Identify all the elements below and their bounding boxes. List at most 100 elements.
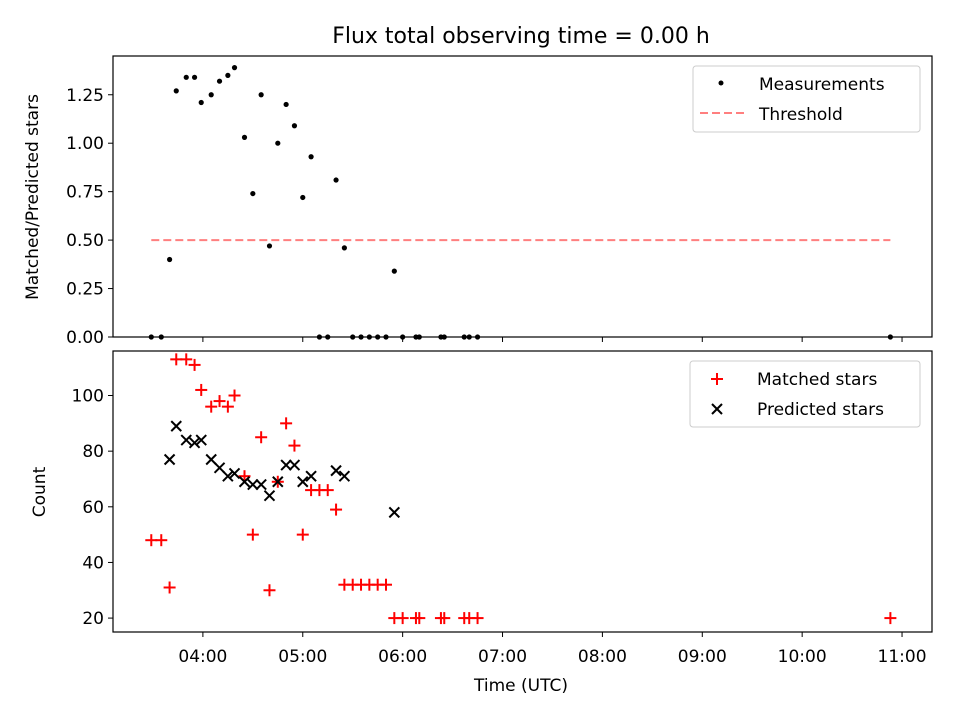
x-tick-label: 08:00 bbox=[578, 647, 627, 667]
x-axis-label: Time (UTC) bbox=[473, 676, 568, 696]
y-tick-label: 0.25 bbox=[66, 280, 104, 300]
y-tick-label: 60 bbox=[82, 498, 104, 518]
predicted-star-point bbox=[280, 459, 292, 471]
matched-star-point bbox=[228, 389, 241, 402]
bottom-y-axis-label: Count bbox=[30, 466, 50, 517]
predicted-star-point bbox=[338, 470, 351, 482]
top-panel: Flux total observing time = 0.00 h 0.000… bbox=[23, 24, 933, 348]
matched-star-point bbox=[155, 534, 168, 547]
predicted-star-point bbox=[163, 453, 176, 466]
y-tick-label: 0.50 bbox=[66, 231, 104, 251]
matched-star-point bbox=[288, 439, 301, 452]
measurement-point bbox=[275, 140, 281, 146]
x-tick-label: 07:00 bbox=[478, 647, 527, 667]
x-tick-label: 04:00 bbox=[178, 647, 227, 667]
measurement-point bbox=[258, 92, 264, 98]
matched-star-point bbox=[438, 612, 451, 625]
predicted-star-point bbox=[195, 434, 207, 446]
matched-star-point bbox=[180, 353, 193, 366]
x-tick-label: 06:00 bbox=[378, 647, 427, 667]
measurement-point bbox=[300, 194, 306, 201]
matched-star-point bbox=[330, 503, 343, 516]
measurement-point bbox=[225, 72, 231, 78]
matched-star-point bbox=[246, 528, 259, 541]
legend-threshold-label: Threshold bbox=[758, 105, 843, 125]
y-tick-label: 1.00 bbox=[66, 134, 104, 154]
matched-star-point bbox=[321, 484, 334, 497]
measurement-point bbox=[241, 134, 248, 140]
legend-matched-marker bbox=[711, 373, 723, 385]
matched-star-point bbox=[205, 400, 218, 413]
matched-star-point bbox=[255, 431, 268, 444]
measurement-point bbox=[250, 190, 256, 197]
y-tick-label: 20 bbox=[82, 609, 104, 629]
matched-star-point bbox=[238, 470, 251, 483]
predicted-star-point bbox=[288, 459, 301, 471]
measurement-point bbox=[266, 243, 273, 249]
measurement-point bbox=[291, 123, 298, 129]
bottom-axes-frame bbox=[112, 350, 933, 633]
matched-star-point bbox=[213, 395, 226, 408]
x-tick-label: 05:00 bbox=[278, 647, 327, 667]
y-tick-label: 0.00 bbox=[66, 328, 104, 348]
y-tick-label: 40 bbox=[82, 553, 104, 573]
bottom-y-axis: 20 40 60 80 100 bbox=[72, 387, 113, 629]
predicted-star-point bbox=[170, 420, 182, 432]
matched-star-point bbox=[380, 578, 392, 591]
legend-predicted-label: Predicted stars bbox=[757, 400, 884, 420]
predicted-star-point bbox=[388, 506, 401, 519]
top-axes-frame bbox=[112, 55, 933, 338]
x-tick-label: 10:00 bbox=[778, 647, 827, 667]
y-tick-label: 80 bbox=[82, 442, 104, 462]
predicted-star-point bbox=[263, 489, 276, 502]
predicted-star-point bbox=[272, 476, 284, 488]
matched-star-point bbox=[396, 612, 409, 625]
matched-star-point bbox=[221, 400, 234, 413]
bottom-x-axis: 04:00 05:00 06:00 07:00 08:00 09:00 10:00 11:00 bbox=[178, 632, 927, 667]
predicted-star-point bbox=[305, 470, 317, 482]
matched-star-point bbox=[163, 581, 176, 594]
x-tick-label: 11:00 bbox=[878, 647, 927, 667]
legend-matched-label: Matched stars bbox=[757, 370, 877, 390]
matched-star-point bbox=[188, 358, 201, 371]
measurement-point bbox=[341, 245, 347, 251]
matched-star-point bbox=[296, 528, 309, 541]
predicted-star-point bbox=[238, 476, 251, 488]
measurement-point bbox=[208, 92, 214, 98]
predicted-star-point bbox=[247, 478, 259, 491]
matched-star-point bbox=[884, 612, 897, 625]
matched-star-point bbox=[263, 584, 276, 597]
legend-measurements-marker bbox=[718, 80, 724, 86]
measurement-point bbox=[173, 88, 179, 94]
measurement-point bbox=[183, 74, 189, 80]
legend-predicted-marker bbox=[711, 403, 723, 415]
top-legend: Measurements Threshold bbox=[692, 65, 921, 133]
measurement-point bbox=[166, 256, 173, 263]
measurement-point bbox=[333, 177, 339, 183]
predicted-star-point bbox=[330, 464, 342, 477]
y-tick-label: 0.75 bbox=[66, 183, 104, 203]
legend-measurements-label: Measurements bbox=[759, 75, 885, 95]
measurement-point bbox=[198, 99, 204, 106]
predicted-star-point bbox=[222, 470, 234, 482]
matched-star-point bbox=[413, 612, 426, 625]
predicted-star-point bbox=[188, 437, 201, 449]
top-y-axis: 0.00 0.25 0.50 0.75 1.00 1.25 bbox=[66, 86, 113, 348]
measurement-point bbox=[391, 268, 397, 274]
y-tick-label: 1.25 bbox=[66, 86, 104, 106]
predicted-star-point bbox=[205, 453, 217, 466]
matched-star-point bbox=[195, 383, 208, 396]
measurement-point bbox=[283, 101, 289, 108]
measurement-point bbox=[231, 65, 238, 71]
top-y-axis-label: Matched/Predicted stars bbox=[23, 94, 43, 300]
matched-star-point bbox=[471, 612, 484, 625]
measurement-point bbox=[308, 154, 314, 160]
predicted-star-point bbox=[180, 434, 192, 446]
top-x-axis bbox=[202, 337, 903, 342]
predicted-star-point bbox=[297, 476, 309, 488]
x-tick-label: 09:00 bbox=[678, 647, 727, 667]
matched-star-point bbox=[280, 417, 293, 430]
measurement-point bbox=[216, 78, 223, 84]
predicted-star-point bbox=[228, 467, 241, 480]
